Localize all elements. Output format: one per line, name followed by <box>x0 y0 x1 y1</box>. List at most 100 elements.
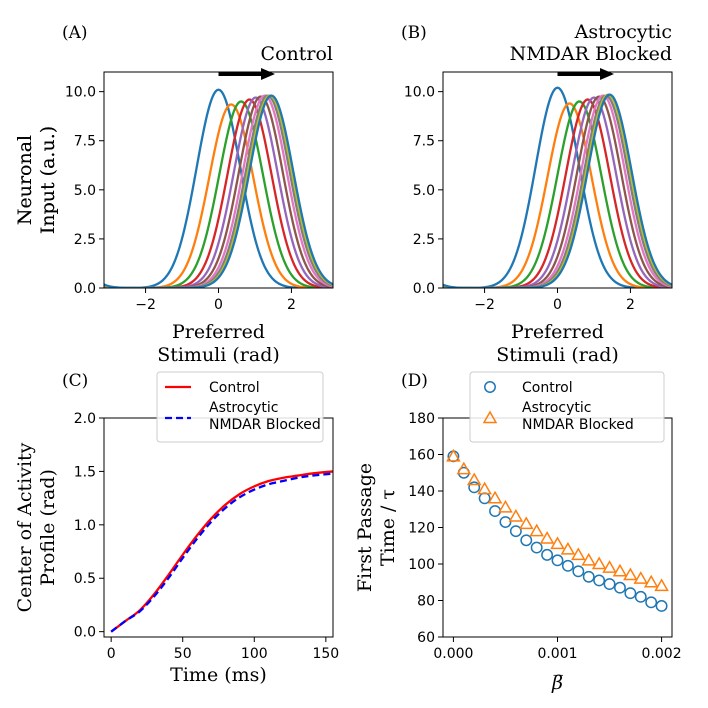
point-blocked <box>581 552 597 566</box>
curve-c5 <box>104 96 333 288</box>
point-blocked <box>498 499 513 513</box>
y-tick-label: 180 <box>408 411 435 427</box>
point-blocked <box>654 578 669 592</box>
curve-c9 <box>443 93 672 288</box>
point-control <box>634 590 647 603</box>
axes-frame <box>103 417 334 638</box>
x-tick-label: 0.000 <box>433 646 473 662</box>
x-tick-label: 100 <box>241 646 268 662</box>
point-blocked <box>571 547 586 561</box>
y-tick-label: 2.0 <box>74 411 96 427</box>
x-tick-label: 0 <box>214 297 223 313</box>
shift-arrow-head <box>261 67 276 80</box>
x-tick-label: 0 <box>107 646 116 662</box>
y-tick-label: 0.0 <box>74 281 96 297</box>
legend-swatch <box>484 381 496 393</box>
y-tick-label: 80 <box>417 594 435 610</box>
panel-label: (A) <box>62 23 88 43</box>
y-tick-label: 140 <box>408 484 435 500</box>
x-tick-label: 2 <box>626 297 635 313</box>
point-control <box>624 587 637 600</box>
x-tick-label: 2 <box>287 297 296 313</box>
point-blocked <box>623 567 638 581</box>
y-axis-label: NeuronalInput (a.u.) <box>14 126 59 234</box>
series-astrocytic <box>110 472 333 633</box>
curve-c5 <box>443 96 672 288</box>
point-blocked <box>633 571 649 584</box>
point-control <box>645 596 658 609</box>
y-axis-label-text: NeuronalInput (a.u.) <box>14 126 59 234</box>
point-control <box>603 578 616 591</box>
y-tick-label: 160 <box>408 448 435 464</box>
point-blocked <box>591 556 607 570</box>
point-control <box>541 548 554 561</box>
panel-a: (A) Control −2 0 2 0.0 2.5 5.0 7.5 10.0 Preferred S… <box>14 23 334 366</box>
x-axis-label: Preferred Stimuli (rad) <box>157 321 280 366</box>
point-blocked <box>550 536 565 550</box>
legend-label: Control <box>522 380 573 396</box>
series-control <box>110 470 333 633</box>
legend-box <box>156 371 324 443</box>
y-axis-label-text: NeuronalInput (a.u.) <box>14 126 59 234</box>
panel-d: (D) 0.000 0.001 0.002 60 80 100 120 140 160 180 β̅ F… <box>354 371 682 694</box>
point-blocked <box>518 516 534 530</box>
y-tick-label: 5.0 <box>413 183 435 199</box>
point-control <box>561 559 574 572</box>
curve-c4 <box>443 98 672 288</box>
curve-c7 <box>104 94 333 288</box>
curve-c4 <box>104 98 333 288</box>
legend-label: Astrocytic NMDAR Blocked <box>522 400 634 433</box>
point-blocked <box>446 448 461 462</box>
y-axis-label-text: Center of ActivityProfile (rad) <box>14 442 59 612</box>
y-axis-label: Center of ActivityProfile (rad) <box>14 442 59 612</box>
panel-c: (C) 0 50 100 150 0.0 0.5 1.0 1.5 2.0 Time (ms) Cent… <box>14 371 339 686</box>
x-tick-label: 50 <box>174 646 192 662</box>
point-control <box>593 574 606 587</box>
legend-box <box>469 371 665 443</box>
x-tick-label: −2 <box>135 297 156 313</box>
point-blocked <box>612 563 628 577</box>
point-control <box>520 534 533 547</box>
point-blocked <box>529 523 544 537</box>
legend-swatch <box>482 410 498 424</box>
point-blocked <box>477 481 492 495</box>
y-tick-label: 7.5 <box>413 134 435 150</box>
x-tick-label: −2 <box>474 297 495 313</box>
point-blocked <box>539 530 555 544</box>
point-control <box>551 554 564 567</box>
point-control <box>478 492 491 505</box>
y-tick-label: 0.0 <box>74 625 96 641</box>
x-tick-label: 150 <box>312 646 339 662</box>
x-axis-label: Time (ms) <box>170 664 267 686</box>
panel-b: (B) Astrocytic NMDAR Blocked −2 0 2 0.0 2.5 5.0 7… <box>14 21 673 366</box>
y-axis-label-text: First PassageTime / τ <box>354 463 399 592</box>
plot-area <box>110 470 333 633</box>
plot-area <box>446 448 669 612</box>
curve-c6 <box>104 95 333 288</box>
point-blocked <box>602 560 617 573</box>
legend-label: Control <box>209 380 260 396</box>
x-tick-label: 0.001 <box>537 646 577 662</box>
point-control <box>509 525 522 538</box>
panel-title: Astrocytic NMDAR Blocked <box>510 21 672 65</box>
point-control <box>614 581 626 594</box>
panel-title: Control <box>261 43 333 65</box>
legend-label: Astrocytic NMDAR Blocked <box>209 400 321 433</box>
x-axis-label: β̅ <box>551 672 563 694</box>
curve-c8 <box>443 94 672 288</box>
panel-label: (D) <box>401 371 428 391</box>
point-control <box>582 570 595 583</box>
y-tick-label: 5.0 <box>74 183 96 199</box>
y-tick-label: 10.0 <box>404 85 435 101</box>
x-tick-label: 0.002 <box>642 646 682 662</box>
y-tick-label: 2.5 <box>74 232 96 248</box>
y-tick-label: 60 <box>417 630 435 646</box>
y-tick-label: 100 <box>408 557 435 573</box>
point-blocked <box>456 461 472 475</box>
axes-frame <box>442 417 673 638</box>
y-axis-label: NeuronalInput (a.u.) <box>14 126 59 234</box>
y-axis-label: First PassageTime / τ <box>354 463 399 592</box>
panel-label: (C) <box>62 371 88 391</box>
shift-arrow-head <box>600 67 615 80</box>
